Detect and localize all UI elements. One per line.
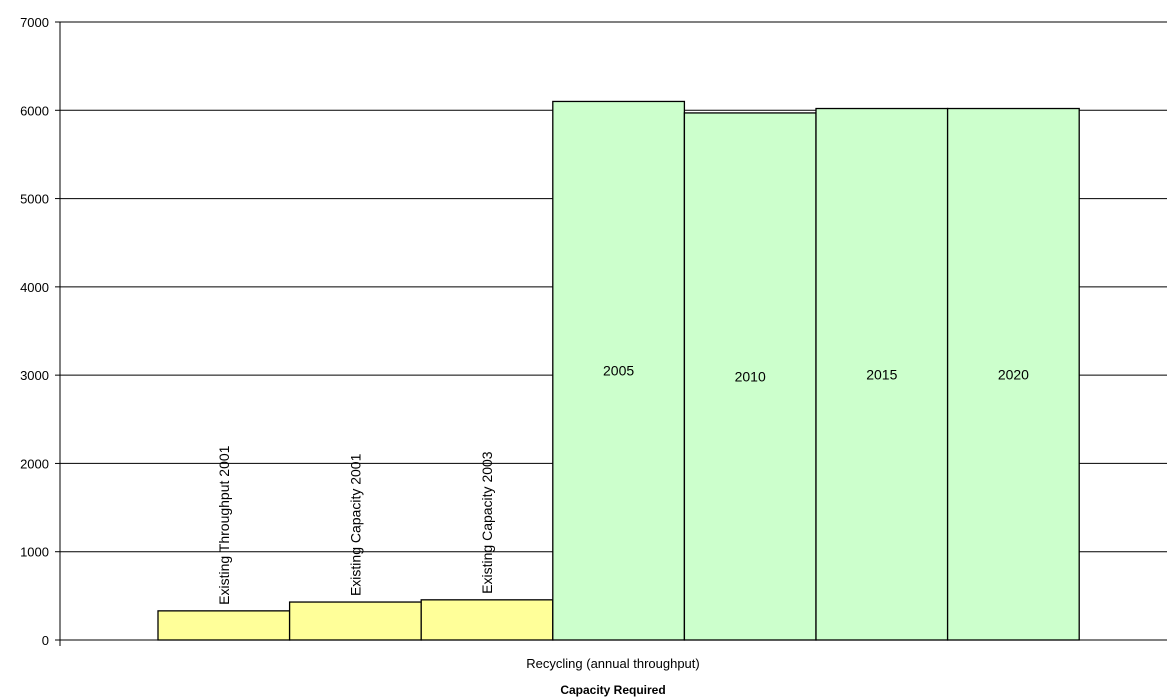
y-tick-label: 0 (42, 633, 49, 648)
x-axis-title: Recycling (annual throughput) (526, 656, 699, 671)
bar-label: Existing Capacity 2003 (479, 451, 495, 594)
bar (683, 112, 817, 641)
y-axis-ticks: 0 1000 2000 3000 4000 5000 6000 7000 (20, 15, 60, 648)
axes (59, 22, 1167, 646)
y-tick-label: 6000 (20, 103, 49, 118)
bar (157, 610, 291, 641)
y-tick-label: 4000 (20, 280, 49, 295)
bar (552, 100, 686, 641)
bars (157, 100, 1080, 641)
bar-label: Existing Capacity 2001 (347, 453, 363, 596)
bar (420, 599, 554, 641)
bar-label: 2020 (998, 366, 1029, 382)
y-tick-label: 5000 (20, 192, 49, 207)
bar-labels: Existing Throughput 2001 Existing Capacit… (216, 363, 1029, 605)
y-tick-label: 2000 (20, 456, 49, 471)
bar-label: Existing Throughput 2001 (216, 445, 232, 605)
chart-subtitle: Capacity Required (560, 683, 665, 697)
bar (946, 107, 1080, 641)
bar (288, 601, 422, 641)
bar-label: 2005 (603, 363, 634, 379)
y-tick-label: 1000 (20, 545, 49, 560)
bar (815, 107, 949, 641)
bar-label: 2010 (735, 368, 766, 384)
y-tick-label: 3000 (20, 368, 49, 383)
y-tick-label: 7000 (20, 15, 49, 30)
bar-label: 2015 (866, 366, 897, 382)
